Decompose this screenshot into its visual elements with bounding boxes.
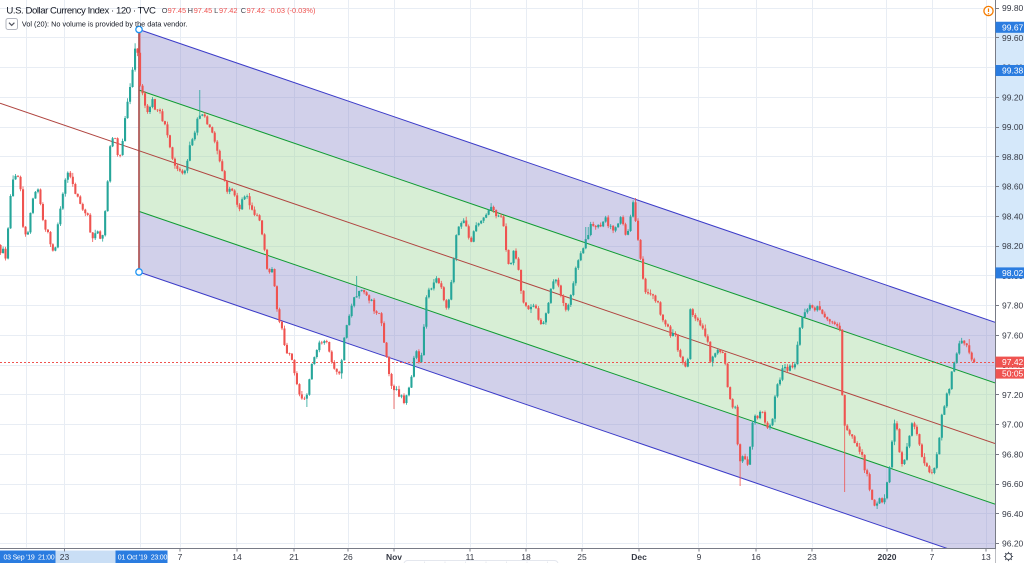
svg-text:96.40: 96.40 [1002, 509, 1024, 519]
svg-text:21: 21 [289, 552, 299, 562]
svg-text:Vol (20): No volume is provide: Vol (20): No volume is provided by the d… [22, 20, 188, 29]
svg-text:97.60: 97.60 [1002, 330, 1024, 340]
svg-text:96.60: 96.60 [1002, 479, 1024, 489]
svg-text:26: 26 [343, 552, 353, 562]
svg-text:16: 16 [751, 552, 761, 562]
svg-text:98.02: 98.02 [1002, 268, 1024, 278]
svg-text:13: 13 [981, 552, 991, 562]
svg-text:03 Sep '19 21:00: 03 Sep '19 21:00 [4, 555, 55, 562]
svg-text:99.67: 99.67 [1002, 22, 1024, 32]
svg-text:14: 14 [232, 552, 242, 562]
svg-text:98.80: 98.80 [1002, 152, 1024, 162]
svg-text:99.00: 99.00 [1002, 122, 1024, 132]
svg-text:50:05: 50:05 [1002, 369, 1024, 379]
svg-text:99.80: 99.80 [1002, 3, 1024, 13]
svg-text:98.40: 98.40 [1002, 211, 1024, 221]
svg-text:96.20: 96.20 [1002, 539, 1024, 549]
svg-text:99.38: 99.38 [1002, 66, 1024, 76]
svg-text:97.42: 97.42 [219, 6, 238, 15]
svg-text:97.42: 97.42 [1002, 357, 1024, 367]
svg-text:98.60: 98.60 [1002, 182, 1024, 192]
svg-text:97.45: 97.45 [194, 6, 213, 15]
svg-text:97.42: 97.42 [247, 6, 266, 15]
svg-text:96.80: 96.80 [1002, 449, 1024, 459]
svg-text:-0.03 (-0.03%): -0.03 (-0.03%) [268, 6, 315, 15]
svg-text:98.20: 98.20 [1002, 241, 1024, 251]
svg-text:23: 23 [807, 552, 817, 562]
svg-text:97.20: 97.20 [1002, 390, 1024, 400]
svg-text:7: 7 [178, 552, 183, 562]
svg-text:9: 9 [697, 552, 702, 562]
svg-text:Dec: Dec [631, 552, 647, 562]
svg-text:25: 25 [577, 552, 587, 562]
svg-text:L: L [214, 6, 218, 15]
svg-text:H: H [188, 6, 193, 15]
svg-text:23: 23 [60, 552, 70, 562]
svg-text:Nov: Nov [386, 552, 402, 562]
svg-text:U.S. Dollar Currency Index · 1: U.S. Dollar Currency Index · 120 · TVC [6, 6, 156, 17]
svg-text:97.80: 97.80 [1002, 301, 1024, 311]
svg-text:99.20: 99.20 [1002, 92, 1024, 102]
svg-text:2020: 2020 [878, 552, 897, 562]
svg-text:99.60: 99.60 [1002, 33, 1024, 43]
svg-text:7: 7 [930, 552, 935, 562]
svg-text:01 Oct '19 23:00: 01 Oct '19 23:00 [118, 555, 168, 562]
svg-text:97.45: 97.45 [168, 6, 187, 15]
svg-text:97.00: 97.00 [1002, 420, 1024, 430]
